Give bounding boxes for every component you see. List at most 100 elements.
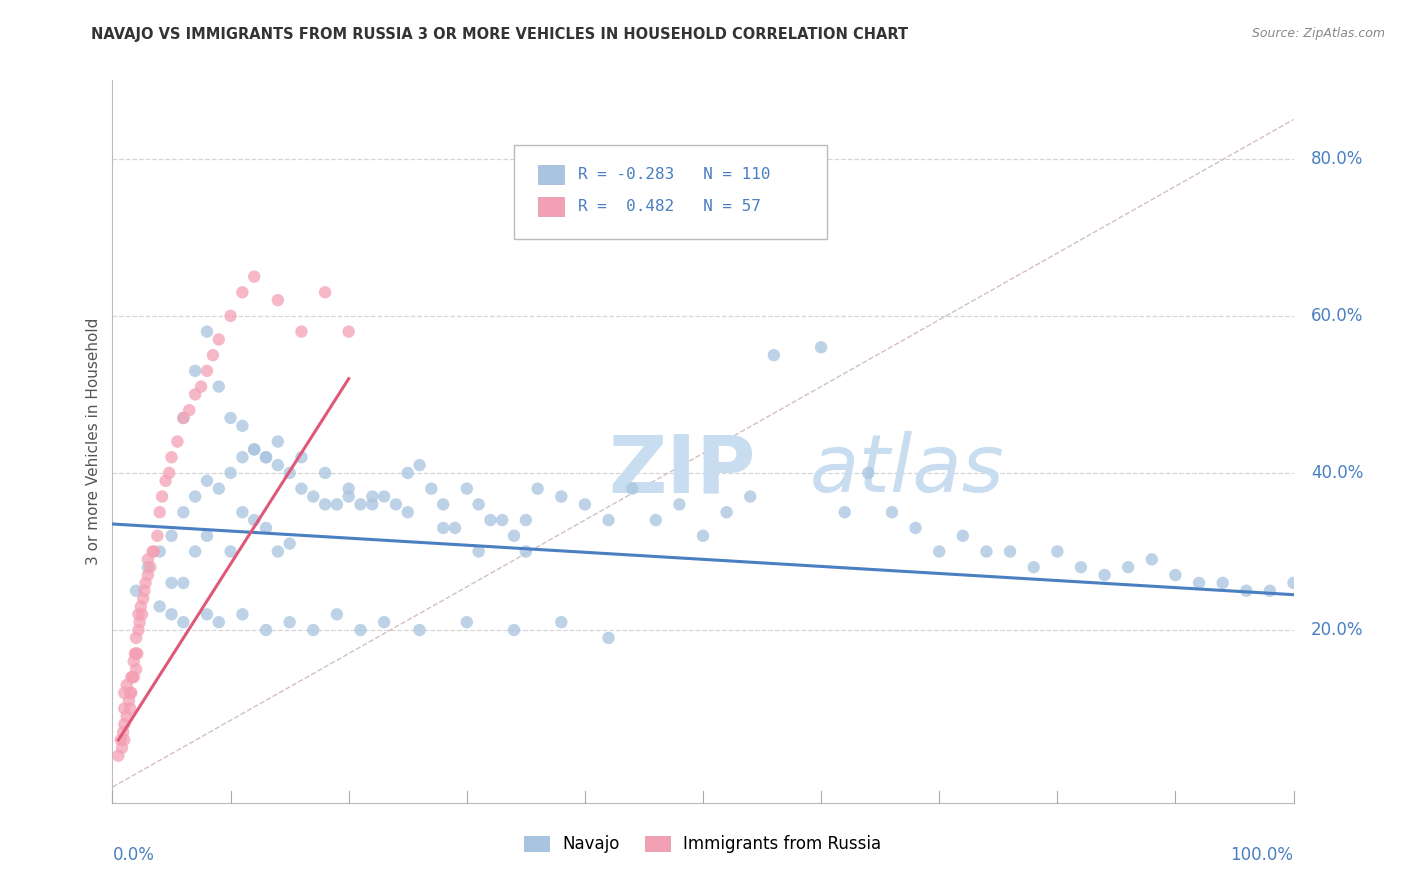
Point <box>290 482 312 496</box>
Text: NAVAJO VS IMMIGRANTS FROM RUSSIA 3 OR MORE VEHICLES IN HOUSEHOLD CORRELATION CHA: NAVAJO VS IMMIGRANTS FROM RUSSIA 3 OR MO… <box>91 27 908 42</box>
Point <box>219 411 242 425</box>
Point <box>267 293 290 308</box>
Text: 40.0%: 40.0% <box>1312 464 1364 482</box>
Point <box>467 497 489 511</box>
Text: atlas: atlas <box>810 432 1004 509</box>
Point <box>120 686 142 700</box>
Point <box>456 615 478 630</box>
Point <box>1188 575 1211 590</box>
Point <box>278 615 301 630</box>
Point <box>107 748 129 763</box>
Point <box>904 521 927 535</box>
Point <box>195 474 218 488</box>
Point <box>208 482 231 496</box>
Point <box>361 497 384 511</box>
Point <box>146 529 169 543</box>
Point <box>254 450 277 465</box>
Point <box>139 560 162 574</box>
Point <box>219 466 242 480</box>
Point <box>834 505 856 519</box>
Point <box>120 670 142 684</box>
Point <box>112 701 135 715</box>
Point <box>172 411 194 425</box>
Point <box>952 529 974 543</box>
Point <box>456 482 478 496</box>
Point <box>129 599 152 614</box>
Point <box>467 544 489 558</box>
Point <box>195 364 218 378</box>
Point <box>231 505 253 519</box>
Point <box>125 631 148 645</box>
Point <box>1046 544 1069 558</box>
Point <box>361 490 384 504</box>
Text: ZIP: ZIP <box>609 432 756 509</box>
Text: 80.0%: 80.0% <box>1312 150 1364 168</box>
Point <box>314 285 336 300</box>
Point <box>127 607 149 622</box>
Point <box>195 529 218 543</box>
Point <box>668 497 690 511</box>
Point <box>337 482 360 496</box>
Point <box>231 418 253 433</box>
Point <box>136 568 159 582</box>
Point <box>432 497 454 511</box>
Point <box>349 497 371 511</box>
Point <box>998 544 1021 558</box>
Point <box>195 325 218 339</box>
Point <box>740 490 762 504</box>
Point <box>762 348 785 362</box>
Point <box>231 450 253 465</box>
Point <box>184 387 207 401</box>
Point <box>267 434 290 449</box>
Point <box>1234 583 1257 598</box>
Point <box>396 466 419 480</box>
Point <box>373 615 395 630</box>
Point <box>349 623 371 637</box>
Point <box>112 686 135 700</box>
Text: 0.0%: 0.0% <box>112 847 155 864</box>
Point <box>1022 560 1045 574</box>
Point <box>420 482 443 496</box>
Point <box>115 678 138 692</box>
Point <box>243 269 266 284</box>
Point <box>337 325 360 339</box>
FancyBboxPatch shape <box>537 197 564 216</box>
Point <box>314 466 336 480</box>
Point <box>120 686 142 700</box>
Point <box>644 513 666 527</box>
Point <box>326 497 349 511</box>
Point <box>254 521 277 535</box>
Point <box>208 615 231 630</box>
Point <box>208 379 231 393</box>
Point <box>302 623 325 637</box>
Point <box>290 325 312 339</box>
Point <box>142 544 165 558</box>
Point <box>314 497 336 511</box>
Point <box>201 348 224 362</box>
Point <box>396 505 419 519</box>
Point <box>976 544 998 558</box>
Point <box>550 490 572 504</box>
Point <box>134 583 156 598</box>
Point <box>125 662 148 676</box>
Point <box>1116 560 1139 574</box>
Point <box>1094 568 1116 582</box>
Text: 60.0%: 60.0% <box>1312 307 1364 325</box>
Point <box>157 466 180 480</box>
Point <box>160 529 183 543</box>
FancyBboxPatch shape <box>537 164 564 184</box>
Point <box>1164 568 1187 582</box>
Point <box>574 497 596 511</box>
Point <box>142 544 165 558</box>
Point <box>131 607 153 622</box>
Point <box>716 505 738 519</box>
Point <box>373 490 395 504</box>
Point <box>526 482 548 496</box>
Point <box>208 333 231 347</box>
Point <box>408 458 430 472</box>
Point <box>598 513 620 527</box>
Point <box>1282 575 1305 590</box>
Point <box>243 513 266 527</box>
Point <box>136 552 159 566</box>
Text: R =  0.482   N = 57: R = 0.482 N = 57 <box>578 199 761 214</box>
